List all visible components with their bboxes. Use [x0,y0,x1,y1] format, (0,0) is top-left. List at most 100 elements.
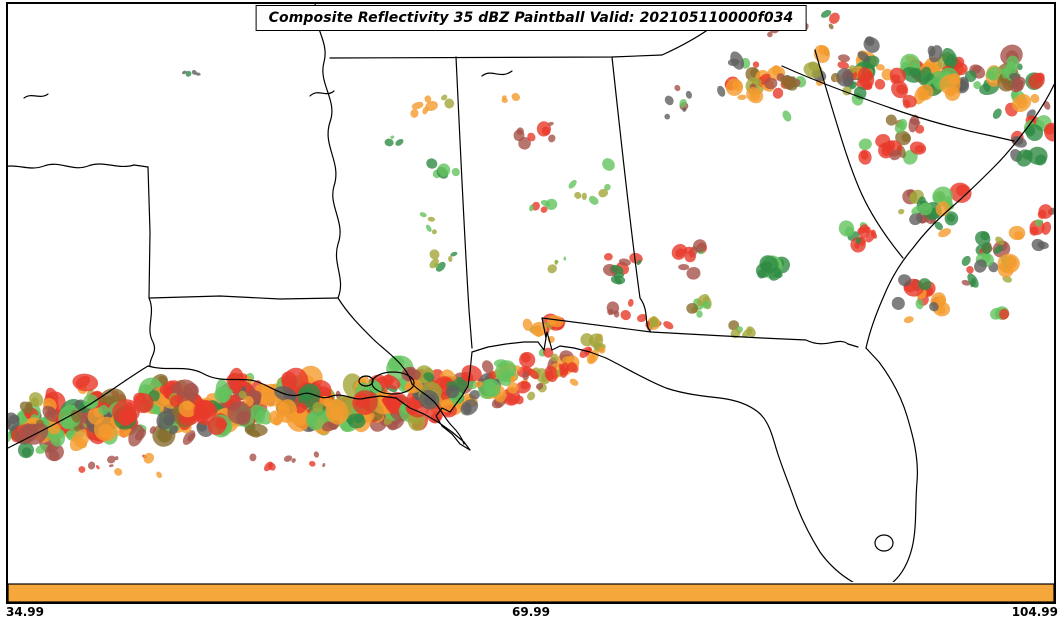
paintball-blob [898,208,905,215]
paintball-blob [1043,100,1051,110]
mississippi-sound-coastline [471,331,607,359]
paintball-blob [650,316,659,327]
paintball-blob [260,386,271,393]
paintball-blob [574,191,582,199]
paintball-blob [854,242,860,249]
lake-maurepas [358,375,374,387]
mississippi-river-border [314,4,342,299]
paintball-blob [8,414,20,425]
paintball-blob [448,255,453,262]
paintball-blob [75,375,91,388]
paintball-blob [1041,221,1052,235]
paintball-blob [395,138,404,146]
paintball-blob [309,460,316,467]
paintball-blob [569,378,579,386]
paintball-blob [1031,238,1045,252]
paintball-blob [527,391,536,401]
paintball-blob [281,371,297,390]
paintball-blob [191,69,197,75]
paintball-blob [857,227,866,234]
paintball-blob [87,461,96,470]
paintball-blob [485,386,497,397]
paintball-blob [159,384,171,396]
paintball-blob [195,405,208,417]
paintball-blob [1005,255,1018,269]
paintball-blob [133,392,146,405]
paintball-blob [444,98,455,109]
paintball-blob [30,397,40,407]
paintball-blob [1001,68,1009,79]
paintball-blob [627,298,634,307]
georgia-carolina-coastline [865,83,1054,349]
paintball-blob [885,140,896,151]
paintball-blob [837,61,850,70]
paintball-blob [527,132,536,142]
paintball-blob [992,108,1002,119]
paintball-blob [964,70,977,83]
paintball-blob [0,428,3,439]
paintball-blob [686,302,699,314]
paintball-blob [451,167,460,177]
paintball-blob [919,202,933,216]
paintball-blob [588,195,599,205]
paintball-blob [828,23,834,30]
paintball-blob [21,447,32,458]
paintball-blob [881,68,894,81]
paintball-blob [862,82,873,90]
paintball-blob [934,221,943,231]
paintball-blob [98,424,113,439]
paintball-blob [405,368,414,379]
paintball-blob [828,12,840,24]
paintball-blob [728,320,740,331]
paintball-blob [820,9,832,18]
paintball-blob [475,381,483,388]
paintball-blob [435,261,446,272]
paintball-blob [566,362,578,373]
paintball-blob [954,62,968,76]
paintball-blob [252,390,262,401]
paintball-blob [238,390,247,400]
river-squiggle-1 [309,90,335,97]
florida-east-coastline [865,347,918,582]
paintball-blob [143,452,155,464]
paintball-blob [23,423,38,438]
paintball-blob [541,126,551,136]
paintball-blob [520,381,530,390]
paintball-blob [838,54,850,63]
paintball-blob [604,183,611,191]
paintball-blob [236,410,251,426]
paintball-blob [995,236,1005,246]
paintball-blob [370,380,382,393]
paintball-blob [410,108,419,118]
paintball-blob [232,373,248,384]
paintball-blob [870,231,878,239]
paintball-blob [757,269,767,279]
paintball-blob [354,392,370,409]
alabama-georgia-border [611,56,652,333]
paintball-blob [568,179,577,189]
florida-panhandle-coastline [605,357,777,449]
paintball-blob [1044,124,1054,135]
paintball-blob [864,36,875,47]
paintball-blob [663,321,674,330]
paintball-blob [842,76,854,87]
paintball-blob [808,61,820,72]
paintball-blob [767,31,773,38]
paintball-blob [429,249,440,260]
paintball-blob [424,95,432,103]
paintball-blob [506,393,518,405]
paintball-blob [696,310,703,318]
paintball-blob [425,224,432,232]
paintball-blob [522,318,533,332]
paintball-blob [73,436,88,449]
texas-louisiana-border [147,166,156,367]
paintball-blob [636,259,642,266]
paintball-blob [548,134,556,143]
river-squiggle-2 [23,93,49,99]
paintball-blob [168,425,179,435]
paintball-blob [158,428,172,443]
paintball-blob [47,406,56,419]
paintball-blob [598,346,606,354]
